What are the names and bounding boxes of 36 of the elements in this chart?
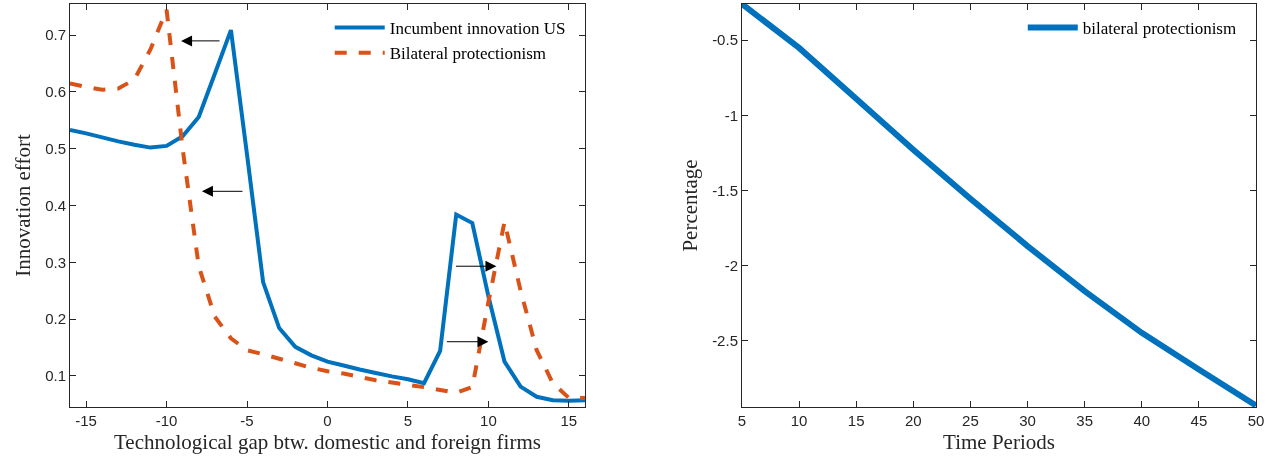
y-tick-label: -2.5 <box>712 332 738 350</box>
x-tick-label: 50 <box>1247 412 1265 429</box>
x-tick-label: 10 <box>790 412 808 429</box>
legend-label: Bilateral protectionism <box>389 44 546 64</box>
y-tick-label: 0.7 <box>45 26 66 44</box>
y-tick-label: 0.1 <box>45 367 66 385</box>
x-tick-label: 35 <box>1076 412 1093 429</box>
x-axis-title: Technological gap btw. domestic and foreign firms <box>114 430 541 455</box>
x-axis-title: Time Periods <box>943 430 1055 455</box>
y-tick-label: 0.6 <box>45 83 66 101</box>
y-tick-label: 0.4 <box>45 196 66 214</box>
legend-label: Incumbent innovation US <box>389 19 566 39</box>
x-tick-label: 0 <box>323 412 332 429</box>
x-tick-label: 10 <box>480 412 497 429</box>
y-tick-label: -1 <box>724 106 738 124</box>
x-tick-label: 5 <box>737 412 747 429</box>
x-tick-label: 5 <box>403 412 413 429</box>
y-axis-title: Innovation effort <box>11 134 36 277</box>
y-tick-label: 0.2 <box>45 310 66 328</box>
legend-label: bilateral protectionism <box>1082 19 1237 39</box>
y-tick-label: -2 <box>724 256 738 274</box>
x-tick-label: 25 <box>962 412 979 429</box>
x-tick-label: -5 <box>240 412 254 429</box>
y-tick-label: 0.3 <box>45 253 66 271</box>
x-tick-label: 15 <box>560 412 578 429</box>
x-tick-label: 30 <box>1019 412 1036 429</box>
y-tick-label: 0.5 <box>45 139 66 157</box>
x-tick-label: 15 <box>847 412 865 429</box>
x-tick-label: 20 <box>904 412 922 429</box>
y-tick-label: -1.5 <box>712 181 738 199</box>
x-tick-label: 45 <box>1190 412 1208 429</box>
y-tick-label: -0.5 <box>712 31 738 49</box>
x-tick-label: -10 <box>155 412 178 429</box>
x-tick-label: 40 <box>1133 412 1151 429</box>
y-axis-title: Percentage <box>678 159 703 252</box>
x-tick-label: -15 <box>75 412 97 429</box>
